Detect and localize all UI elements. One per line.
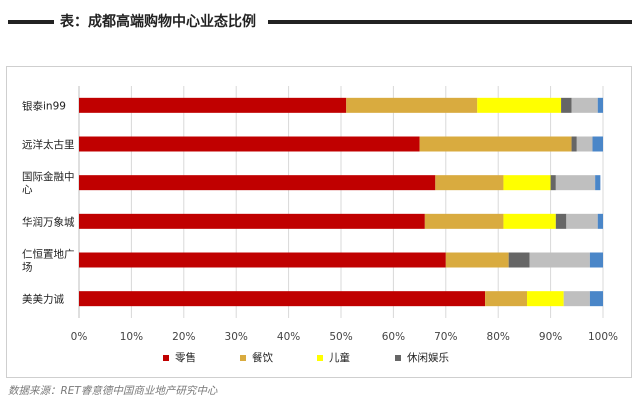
bar-segment (589, 291, 603, 307)
legend-swatch (317, 355, 323, 361)
bar-segment (566, 213, 598, 229)
bar-segment (589, 252, 603, 268)
x-tick-label: 50% (329, 331, 352, 343)
bar-segment (445, 252, 509, 268)
bar-segment (79, 213, 425, 229)
bar-segment (346, 97, 478, 113)
bar-segment (477, 97, 562, 113)
legend-label: 儿童 (329, 351, 350, 364)
bar-segment (79, 175, 436, 191)
title-rule-left (8, 20, 54, 24)
chart-frame (6, 66, 632, 378)
chart-title: 表：成都高端购物中心业态比例 (60, 14, 256, 30)
x-tick-label: 70% (434, 331, 457, 343)
x-tick-label: 100% (588, 331, 618, 343)
title-row: 表：成都高端购物中心业态比例 (0, 8, 640, 32)
bar-segment (561, 97, 572, 113)
legend-label: 零售 (175, 351, 196, 364)
bar-segment (424, 213, 504, 229)
x-tick-label: 10% (120, 331, 143, 343)
x-tick-label: 80% (487, 331, 510, 343)
bar-segment (527, 291, 564, 307)
legend-swatch (395, 355, 401, 361)
bar-segment (79, 136, 420, 152)
bar-segment (79, 291, 486, 307)
bar-segment (503, 213, 556, 229)
legend-label: 休闲娱乐 (407, 351, 449, 364)
bar-segment (79, 97, 347, 113)
legend-label: 餐饮 (252, 351, 273, 364)
legend-swatch (240, 355, 246, 361)
x-tick-label: 40% (277, 331, 300, 343)
y-tick-label: 仁恒置地广场 (22, 248, 75, 274)
x-tick-label: 0% (71, 331, 88, 343)
bar-segment (550, 175, 556, 191)
bar-segment (597, 97, 603, 113)
bar-segment (592, 136, 603, 152)
y-tick-label: 华润万象城 (22, 215, 75, 228)
bar-segment (576, 136, 593, 152)
y-tick-label: 美美力诚 (22, 293, 64, 306)
bar-segment (563, 291, 590, 307)
bar-segment (503, 175, 551, 191)
bar-segment (571, 97, 598, 113)
x-tick-label: 90% (539, 331, 562, 343)
y-tick-label: 银泰in99 (22, 99, 66, 112)
bar-segment (79, 252, 446, 268)
bar-segment (508, 252, 530, 268)
bar-segment (597, 213, 603, 229)
bar-segment (529, 252, 590, 268)
bar-segment (435, 175, 504, 191)
y-tick-label: 远洋太古里 (22, 138, 75, 151)
bar-segment (555, 175, 596, 191)
x-tick-label: 20% (172, 331, 195, 343)
bar-segment (555, 213, 567, 229)
x-tick-label: 30% (225, 331, 248, 343)
bar-segment (595, 175, 601, 191)
bar-segment (485, 291, 528, 307)
legend-swatch (163, 355, 169, 361)
source-note: 数据来源：RET睿意德中国商业地产研究中心 (8, 385, 218, 397)
title-rule-right (268, 20, 632, 24)
bar-segment (419, 136, 572, 152)
bar-segment (571, 136, 577, 152)
x-tick-label: 60% (382, 331, 405, 343)
y-tick-label: 国际金融中心 (22, 170, 75, 196)
